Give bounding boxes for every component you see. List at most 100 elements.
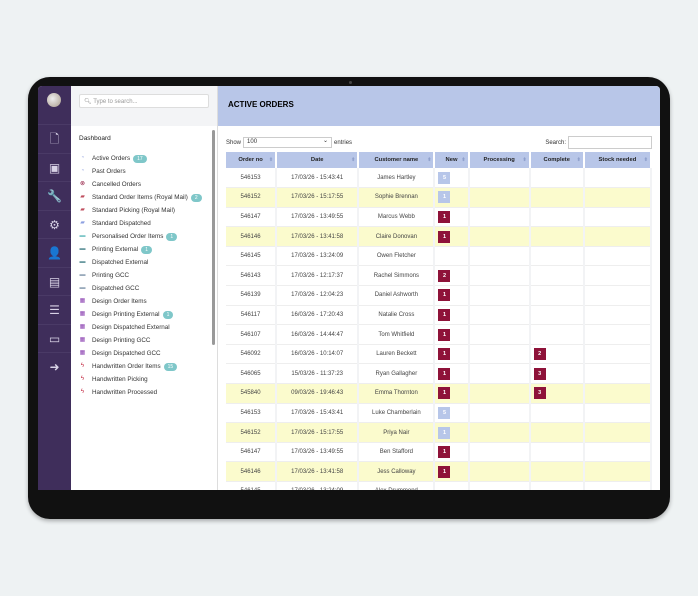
new-cell: 1 bbox=[434, 363, 470, 385]
order-date: 17/03/26 - 13:49:55 bbox=[276, 207, 360, 228]
new-count-badge[interactable]: 1 bbox=[438, 230, 451, 243]
new-count-badge[interactable]: 5 bbox=[438, 406, 451, 419]
order-no[interactable]: 546146 bbox=[226, 461, 278, 482]
table-row[interactable]: 546152 17/03/26 - 15:17:55 Priya Nair 1 bbox=[226, 422, 653, 443]
complete-count-badge[interactable]: 3 bbox=[533, 367, 546, 380]
document-icon[interactable]: 🗋 bbox=[38, 124, 71, 152]
arrow-right-icon[interactable]: ➜ bbox=[38, 352, 71, 380]
id-card-icon[interactable]: ▤ bbox=[38, 266, 71, 295]
column-header[interactable]: Customer name bbox=[358, 152, 436, 168]
money-icon[interactable]: ▭ bbox=[38, 323, 71, 352]
sidebar-item[interactable]: ◔ Active Orders 17 bbox=[71, 152, 217, 165]
sidebar-item-label: Design Printing External bbox=[92, 311, 160, 318]
table-row[interactable]: 546147 17/03/26 - 13:49:55 Ben Stafford 1 bbox=[226, 442, 653, 463]
sidebar-item[interactable]: ▦ Design Order Items bbox=[71, 295, 217, 308]
order-no[interactable]: 546107 bbox=[226, 324, 278, 345]
order-no[interactable]: 546147 bbox=[226, 207, 278, 228]
gear-icon[interactable]: ⚙ bbox=[38, 209, 71, 238]
sidebar-item[interactable]: ▰ Standard Dispatched bbox=[71, 217, 217, 230]
table-row[interactable]: 546153 17/03/26 - 15:43:41 James Hartley 5 bbox=[226, 168, 653, 189]
table-row[interactable]: 546147 17/03/26 - 13:49:55 Marcus Webb 1 bbox=[226, 207, 653, 228]
new-count-badge[interactable]: 2 bbox=[438, 269, 451, 282]
table-row[interactable]: 546092 16/03/26 - 10:14:07 Lauren Beckett 1… bbox=[226, 344, 653, 365]
table-row[interactable]: 546107 16/03/26 - 14:44:47 Tom Whitfield 1 bbox=[226, 324, 653, 345]
table-row[interactable]: 546145 17/03/26 - 13:24:09 Owen Fletcher bbox=[226, 246, 653, 267]
order-no[interactable]: 546147 bbox=[226, 442, 278, 463]
table-row[interactable]: 545840 09/03/26 - 19:46:43 Emma Thornton 1 3 bbox=[226, 383, 653, 404]
sidebar-item[interactable]: ▰ Standard Order Items (Royal Mail) 2 bbox=[71, 191, 217, 204]
column-header[interactable]: New bbox=[434, 152, 470, 168]
new-count-badge[interactable]: 1 bbox=[438, 426, 451, 439]
column-header[interactable]: Stock needed bbox=[583, 152, 653, 168]
sidebar-item[interactable]: ▦ Design Dispatched GCC bbox=[71, 347, 217, 360]
sidebar-item[interactable]: ϟ Handwritten Picking bbox=[71, 373, 217, 386]
new-count-badge[interactable]: 1 bbox=[438, 210, 451, 223]
table-row[interactable]: 546117 16/03/26 - 17:20:43 Natalie Cross 1 bbox=[226, 305, 653, 326]
order-no[interactable]: 546153 bbox=[226, 168, 278, 189]
new-count-badge[interactable]: 1 bbox=[438, 328, 451, 341]
order-no[interactable]: 545840 bbox=[226, 383, 278, 404]
column-header[interactable]: Date bbox=[276, 152, 360, 168]
order-no[interactable]: 546152 bbox=[226, 422, 278, 443]
table-search-input[interactable] bbox=[568, 136, 652, 149]
order-no[interactable]: 546146 bbox=[226, 226, 278, 247]
sidebar-search-input[interactable]: 🔍︎ Type to search... bbox=[79, 94, 209, 108]
order-date: 16/03/26 - 17:20:43 bbox=[276, 305, 360, 326]
sidebar-item[interactable]: ▬ Dispatched GCC bbox=[71, 282, 217, 295]
table-row[interactable]: 546146 17/03/26 - 13:41:58 Claire Donovan 1 bbox=[226, 226, 653, 247]
sidebar-item[interactable]: ◔ Past Orders bbox=[71, 165, 217, 178]
order-no[interactable]: 546143 bbox=[226, 265, 278, 287]
new-count-badge[interactable]: 1 bbox=[438, 465, 451, 478]
table-row[interactable]: 546152 17/03/26 - 15:17:55 Sophie Brennan 1 bbox=[226, 187, 653, 208]
entries-select[interactable]: 100 bbox=[243, 137, 333, 148]
table-row[interactable]: 546146 17/03/26 - 13:41:58 Jess Calloway 1 bbox=[226, 461, 653, 482]
new-count-badge[interactable]: 1 bbox=[438, 348, 451, 361]
complete-cell bbox=[529, 226, 585, 247]
new-count-badge[interactable]: 1 bbox=[438, 308, 451, 321]
sidebar-item[interactable]: ▬ Dispatched External bbox=[71, 256, 217, 269]
order-no[interactable]: 546065 bbox=[226, 363, 278, 385]
sidebar-item[interactable]: ▬ Printing External 1 bbox=[71, 243, 217, 256]
order-no[interactable]: 546145 bbox=[226, 246, 278, 267]
column-header[interactable]: Complete bbox=[529, 152, 585, 168]
image-icon[interactable]: ▣ bbox=[38, 152, 71, 181]
sidebar-item[interactable]: ϟ Handwritten Processed bbox=[71, 386, 217, 399]
sidebar-item[interactable]: ▰ Standard Picking (Royal Mail) bbox=[71, 204, 217, 217]
order-no[interactable]: 546117 bbox=[226, 305, 278, 326]
sidebar-item[interactable]: ▦ Design Printing External 1 bbox=[71, 308, 217, 321]
new-count-badge[interactable]: 1 bbox=[438, 367, 451, 380]
user-icon[interactable]: 👤 bbox=[38, 238, 71, 266]
order-date: 17/03/26 - 13:41:58 bbox=[276, 226, 360, 247]
sidebar-item[interactable]: ▦ Design Printing GCC bbox=[71, 334, 217, 347]
column-header[interactable]: Order no bbox=[226, 152, 278, 168]
logo[interactable] bbox=[47, 93, 61, 107]
sidebar-item[interactable]: ▬ Printing GCC bbox=[71, 269, 217, 282]
sidebar-item[interactable]: ▬ Personalised Order Items 1 bbox=[71, 230, 217, 243]
complete-count-badge[interactable]: 2 bbox=[533, 348, 546, 361]
server-icon[interactable]: ☰ bbox=[38, 295, 71, 323]
column-header[interactable]: Processing bbox=[468, 152, 531, 168]
table-row[interactable]: 546139 17/03/26 - 12:04:23 Daniel Ashworth… bbox=[226, 285, 653, 306]
sidebar-dashboard[interactable]: Dashboard bbox=[79, 135, 111, 142]
order-no[interactable]: 546153 bbox=[226, 403, 278, 424]
new-count-badge[interactable]: 1 bbox=[438, 446, 451, 459]
order-no[interactable]: 546145 bbox=[226, 481, 278, 490]
sidebar-scrollbar[interactable] bbox=[212, 130, 215, 345]
complete-count-badge[interactable]: 3 bbox=[533, 387, 546, 400]
order-no[interactable]: 546092 bbox=[226, 344, 278, 365]
processing-cell bbox=[468, 481, 531, 490]
new-count-badge[interactable]: 1 bbox=[438, 387, 451, 400]
sidebar-item[interactable]: ▦ Design Dispatched External bbox=[71, 321, 217, 334]
table-row[interactable]: 546153 17/03/26 - 15:43:41 Luke Chamberlai… bbox=[226, 403, 653, 424]
new-count-badge[interactable]: 5 bbox=[438, 171, 451, 184]
sidebar-item[interactable]: ϟ Handwritten Order Items 15 bbox=[71, 360, 217, 373]
order-no[interactable]: 546139 bbox=[226, 285, 278, 306]
table-row[interactable]: 546065 15/03/26 - 11:37:23 Ryan Gallagher 1… bbox=[226, 363, 653, 385]
new-count-badge[interactable]: 1 bbox=[438, 289, 451, 302]
new-count-badge[interactable]: 1 bbox=[438, 191, 451, 204]
table-row[interactable]: 546143 17/03/26 - 12:17:37 Rachel Simmons 2 bbox=[226, 265, 653, 287]
wrench-icon[interactable]: 🔧 bbox=[38, 181, 71, 209]
sidebar-item[interactable]: ⊗ Cancelled Orders bbox=[71, 178, 217, 191]
order-no[interactable]: 546152 bbox=[226, 187, 278, 208]
